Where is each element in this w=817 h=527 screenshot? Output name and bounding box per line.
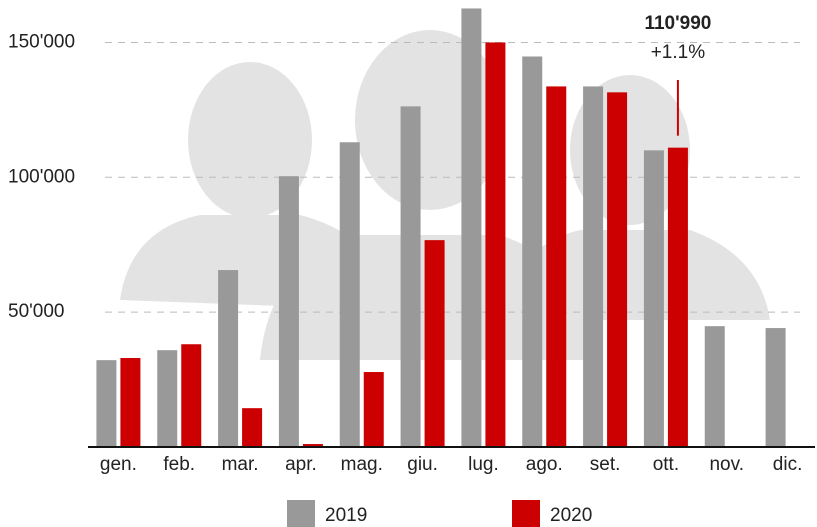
bar [766, 328, 786, 447]
x-tick-label: feb. [163, 454, 195, 475]
bar [705, 326, 725, 447]
x-tick-label: set. [590, 454, 621, 475]
bar [279, 176, 299, 447]
value-label: 110'990 [644, 13, 711, 34]
bar [425, 240, 445, 447]
bar [96, 360, 116, 447]
x-tick-label: lug. [468, 454, 499, 475]
bar [401, 106, 421, 447]
bar [607, 92, 627, 447]
legend-swatch [512, 500, 540, 527]
x-tick-label: apr. [285, 454, 317, 475]
y-tick-label: 50'000 [8, 301, 64, 322]
x-tick-label: dic. [773, 454, 803, 475]
bar [485, 42, 505, 447]
bar [364, 372, 384, 447]
x-tick-label: mag. [341, 454, 383, 475]
x-tick-label: ago. [526, 454, 563, 475]
bar [218, 270, 238, 447]
bar [157, 350, 177, 447]
y-tick-label: 100'000 [8, 166, 75, 187]
chart: 50'000 100'000 150'000 gen. feb. mar. apr. mag.… [0, 0, 817, 527]
bar [668, 148, 688, 447]
x-tick-label: giu. [407, 454, 438, 475]
bar [340, 142, 360, 447]
bar [242, 408, 262, 447]
x-tick-label: ott. [653, 454, 679, 475]
annotation: +1.1% [651, 42, 706, 63]
bar [522, 56, 542, 447]
legend-label: 2019 [325, 505, 367, 526]
x-tick-label: nov. [709, 454, 744, 475]
legend-swatch [287, 500, 315, 527]
y-tick-label: 150'000 [8, 31, 75, 52]
bar [546, 86, 566, 447]
bar [461, 8, 481, 447]
bar [120, 358, 140, 447]
bar [644, 150, 664, 447]
x-tick-label: mar. [222, 454, 259, 475]
bar [181, 344, 201, 447]
x-tick-label: gen. [100, 454, 137, 475]
legend-label: 2020 [550, 505, 592, 526]
bar [583, 86, 603, 447]
